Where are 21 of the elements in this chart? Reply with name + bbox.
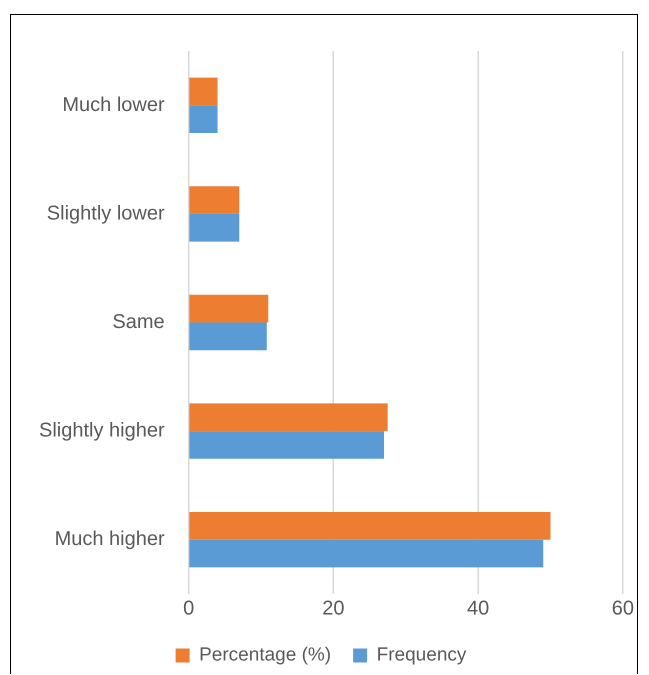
- bar: [189, 322, 267, 350]
- y-tick-label: Much higher: [54, 528, 165, 550]
- x-tick-label: 60: [612, 598, 634, 620]
- bar: [189, 512, 550, 540]
- x-tick-label: 20: [322, 598, 344, 620]
- bar: [189, 78, 218, 106]
- legend-label: Frequency: [376, 644, 467, 666]
- y-tick-label: Slightly lower: [46, 202, 165, 224]
- x-tick-label: 40: [467, 598, 490, 620]
- bar: [189, 431, 384, 459]
- bar: [189, 105, 218, 133]
- bar: [189, 540, 544, 568]
- y-tick-label: Slightly higher: [39, 420, 165, 442]
- y-tick-label: Much lower: [62, 94, 165, 116]
- bar: [189, 214, 240, 242]
- bar: [189, 186, 240, 214]
- legend-label: Percentage (%): [199, 644, 332, 666]
- y-tick-label: Same: [112, 311, 165, 334]
- x-tick-label: 0: [183, 598, 194, 620]
- bar: [189, 294, 268, 322]
- bar: [189, 403, 388, 432]
